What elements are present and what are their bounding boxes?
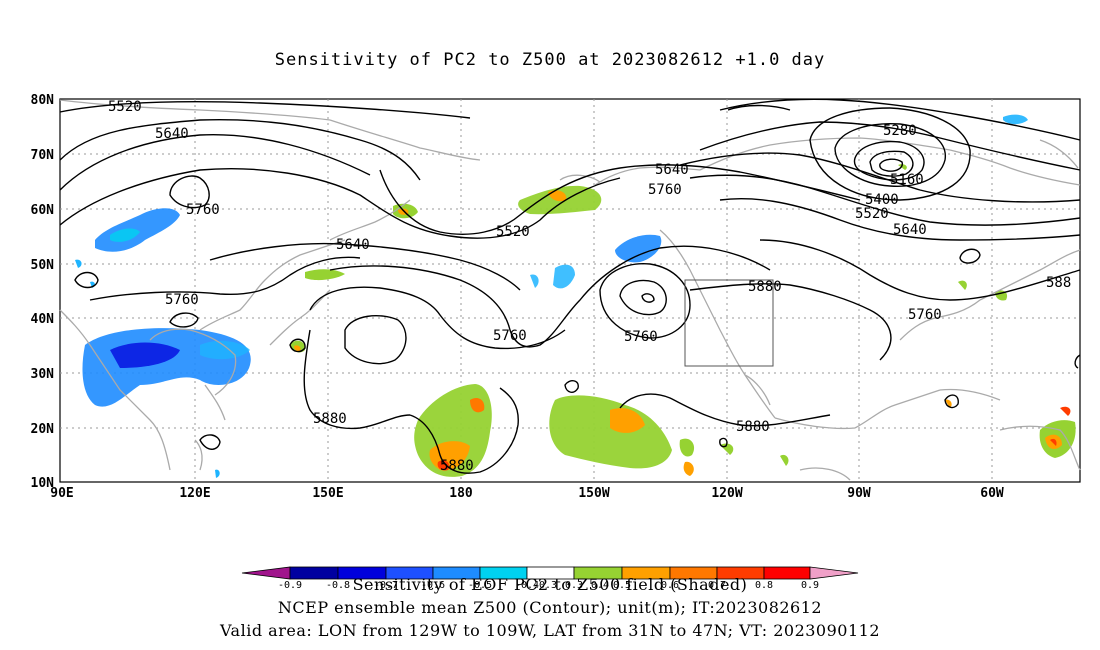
chart-title: Sensitivity of PC2 to Z500 at 2023082612… [274,50,826,70]
contour-label: 5520 [855,206,889,222]
lat-label: 80N [31,93,55,108]
colorbar-tick: 0.4 [591,580,609,591]
shaded-sensitivity [75,114,1076,478]
contour-label: 5520 [496,224,530,240]
contour-label: 5280 [883,123,917,139]
contour-label: 5640 [336,237,370,253]
contour-label: 5400 [865,192,899,208]
z500-contours [59,98,1081,474]
coastlines [59,99,1081,481]
lon-label: 90W [847,486,871,501]
colorbar-tick: -0.4 [515,580,539,591]
lat-label: 20N [31,422,55,437]
colorbar: -0.9 -0.8 -0.7 -0.6 -0.5 -0.4 -0.3 0.3 0… [241,566,859,591]
contour-label: 5880 [748,279,782,295]
contour-label: 5760 [648,182,682,198]
map-plot-area [59,98,1081,483]
colorbar-tick: 0.7 [708,580,726,591]
colorbar-tick: 0.9 [801,580,819,591]
contour-labels: 5520 5640 5760 5640 5760 5520 5640 5760 … [108,99,1071,474]
colorbar-tick: -0.8 [326,580,350,591]
contour-label: 5760 [624,329,658,345]
valid-area-box [684,279,774,367]
lat-label: 40N [31,312,55,327]
colorbar-tick: -0.5 [468,580,492,591]
contour-label: 5760 [186,202,220,218]
lon-label: 120W [711,486,742,501]
caption-shading: Sensitivity of EOF PC2 to Z500 field (Sh… [352,575,748,594]
lon-label: 90E [50,486,73,501]
colorbar-tick: 0.5 [613,580,631,591]
contour-label: 5640 [893,222,927,238]
contour-label: 5760 [493,328,527,344]
longitude-labels: 90E 120E 150E 180 150W 120W 90W 60W [50,486,1004,501]
caption-valid-area: Valid area: LON from 129W to 109W, LAT f… [219,621,881,640]
contour-label: 588 [1046,275,1071,291]
contour-label: 5880 [736,419,770,435]
lon-label: 150W [578,486,609,501]
lon-label: 150E [312,486,343,501]
contour-label: 5640 [155,126,189,142]
latitude-labels: 80N 70N 60N 50N 40N 30N 20N 10N [31,93,55,491]
lat-label: 70N [31,148,55,163]
contour-label: 5760 [165,292,199,308]
caption-contour: NCEP ensemble mean Z500 (Contour); unit(… [277,598,823,617]
lon-label: 180 [449,486,473,501]
lat-label: 50N [31,258,55,273]
contour-label: 5520 [108,99,142,115]
neg-region-ne-pacific [615,234,662,263]
lat-label: 10N [31,476,55,491]
lat-label: 60N [31,203,55,218]
contour-label: 5880 [313,411,347,427]
colorbar-tick: -0.9 [278,580,302,591]
lon-label: 120E [179,486,210,501]
contour-label: 5760 [908,307,942,323]
colorbar-tick: 0.6 [661,580,679,591]
contour-label: 5160 [890,172,924,188]
pos-region-east-pacific [549,395,672,469]
colorbar-cell [809,566,859,580]
colorbar-tick: -0.6 [421,580,445,591]
colorbar-tick: 0.3 [565,580,583,591]
lat-label: 30N [31,367,55,382]
contour-label: 5640 [655,162,689,178]
colorbar-tick: -0.3 [533,580,557,591]
lon-label: 60W [980,486,1004,501]
contour-label: 5880 [440,458,474,474]
colorbar-tick: 0.8 [755,580,773,591]
colorbar-tick: -0.7 [374,580,398,591]
